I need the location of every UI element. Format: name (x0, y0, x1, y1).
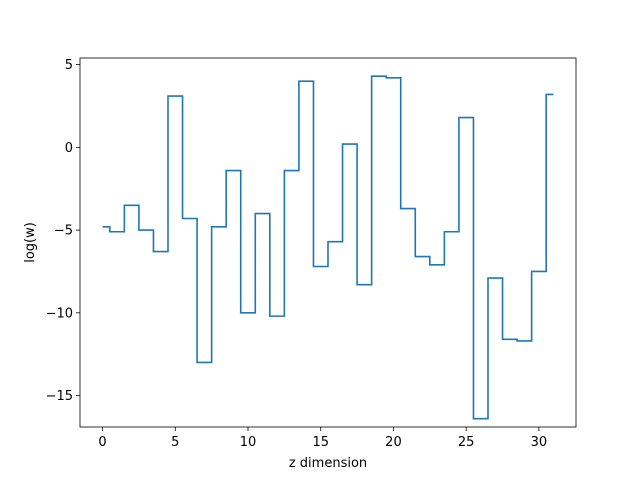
x-ticks: 0 5 10 15 20 25 30 (98, 427, 547, 450)
x-tick-label: 10 (240, 435, 257, 450)
y-tick-label: −10 (46, 306, 73, 321)
y-tick-label: −15 (46, 389, 73, 404)
x-tick-label: 30 (531, 435, 548, 450)
y-axis-label: log(w) (23, 222, 38, 263)
x-tick-label: 0 (98, 435, 106, 450)
y-tick-label: −5 (54, 224, 73, 239)
x-tick-label: 5 (171, 435, 179, 450)
data-layer (102, 75, 554, 420)
axes-layer (79, 57, 577, 428)
y-tick-label: 5 (65, 58, 73, 73)
x-tick-label: 25 (458, 435, 475, 450)
x-axis-label: z dimension (289, 456, 367, 471)
x-tick-label: 20 (385, 435, 402, 450)
y-ticks: 5 0 −5 −10 −15 (46, 58, 80, 404)
series-line-0 (102, 75, 554, 420)
y-tick-label: 0 (65, 141, 73, 156)
plot-frame (79, 57, 577, 428)
x-tick-label: 15 (312, 435, 329, 450)
